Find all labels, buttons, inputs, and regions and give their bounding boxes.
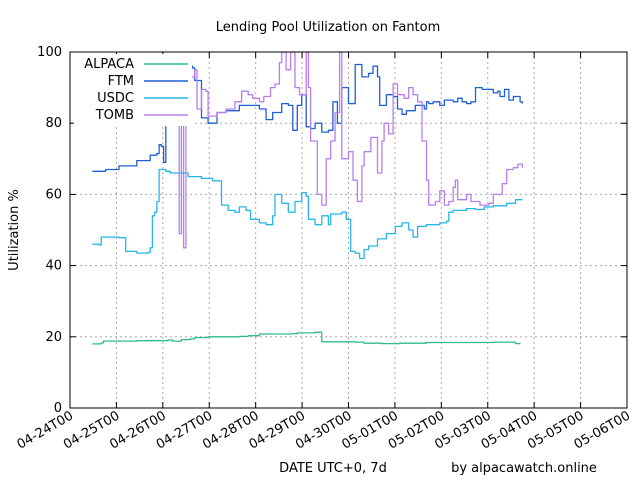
credit-text: by alpacawatch.online — [451, 461, 597, 476]
legend-label-ftm: FTM — [108, 74, 134, 89]
legend-label-usdc: USDC — [97, 91, 134, 106]
y-tick-label: 0 — [54, 401, 62, 416]
series-line-usdc — [92, 168, 523, 260]
legend-label-alpaca: ALPACA — [84, 57, 134, 72]
legend-box — [74, 54, 192, 126]
legend-label-tomb: TOMB — [95, 108, 134, 123]
y-tick-label: 20 — [45, 330, 62, 345]
y-tick-label: 80 — [45, 116, 62, 131]
y-tick-label: 40 — [45, 259, 62, 274]
y-tick-label: 60 — [45, 187, 62, 202]
y-axis-label: Utilization % — [7, 189, 22, 271]
grid — [70, 52, 627, 408]
series-line-tomb — [103, 51, 523, 249]
y-tick-label: 100 — [37, 45, 62, 60]
series-lines — [92, 51, 523, 345]
y-axis: 0 20 40 60 80 100 — [37, 45, 627, 416]
legend: ALPACA FTM USDC TOMB — [74, 54, 192, 126]
chart-title: Lending Pool Utilization on Fantom — [216, 20, 441, 35]
x-axis-label: DATE UTC+0, 7d — [279, 461, 387, 476]
series-line-alpaca — [92, 331, 521, 345]
